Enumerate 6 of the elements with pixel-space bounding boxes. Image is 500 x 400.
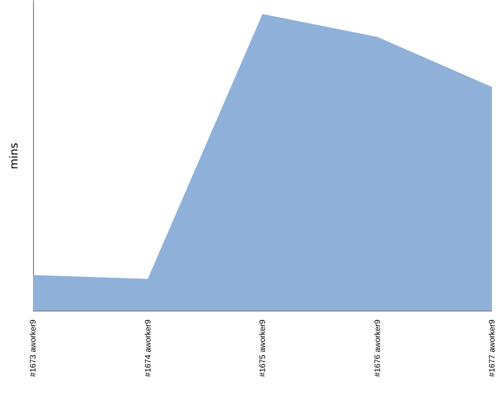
y-axis-title: mins (8, 142, 20, 170)
x-tick-label: #1674 aworker9 (143, 318, 152, 377)
x-tick-label: #1676 aworker9 (372, 318, 382, 377)
x-tick-label: #1675 aworker9 (258, 318, 267, 377)
x-tick-label: #1673 aworker9 (28, 318, 38, 377)
x-tick-label: #1677 aworker9 (488, 318, 496, 377)
